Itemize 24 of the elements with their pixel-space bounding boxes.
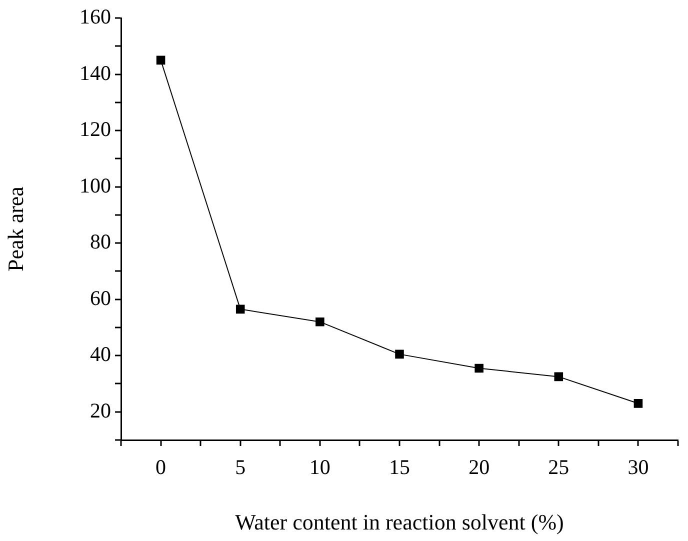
y-tick-label: 160	[80, 4, 111, 29]
point	[474, 364, 484, 373]
y-tick-label: 140	[80, 60, 111, 85]
x-tick-label: 5	[235, 455, 246, 480]
point	[395, 350, 404, 359]
x-tick-label: 20	[468, 455, 490, 480]
x-tick-label: 30	[628, 455, 649, 480]
y-tick-label: 80	[90, 230, 111, 254]
point	[236, 304, 245, 314]
x-tick-label: 10	[309, 455, 330, 480]
y-tick-label: 120	[80, 117, 111, 142]
x-axis-title: Water content in reaction solvent (%)	[235, 510, 564, 535]
point	[316, 317, 324, 326]
point	[156, 56, 166, 65]
y-axis-title: Peak area	[2, 186, 28, 272]
point	[634, 399, 643, 408]
y-tick-label: 100	[80, 173, 111, 198]
point	[554, 372, 564, 382]
x-tick-label: 25	[548, 455, 570, 480]
y-tick-label: 20	[90, 398, 111, 422]
y-tick-label: 40	[90, 342, 111, 366]
y-tick-label: 60	[90, 286, 111, 310]
x-tick-label: 0	[156, 455, 166, 480]
x-tick-label: 15	[389, 455, 410, 480]
